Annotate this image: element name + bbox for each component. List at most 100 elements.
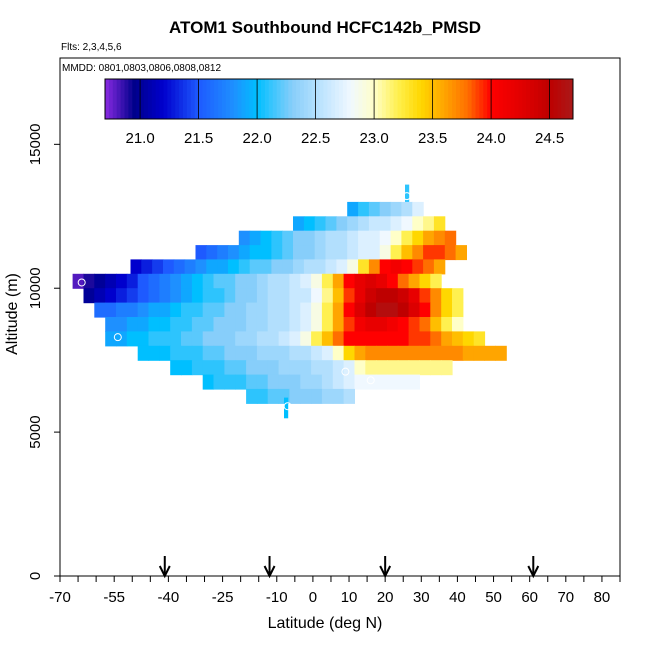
heatmap-cell xyxy=(224,317,236,332)
heatmap-cell xyxy=(126,273,139,289)
heatmap-cell xyxy=(321,345,334,361)
heatmap-cell xyxy=(358,259,370,275)
heatmap-cell xyxy=(354,273,366,289)
heatmap-cell xyxy=(387,288,399,304)
heatmap-cell xyxy=(387,273,399,289)
heatmap-cell xyxy=(336,230,348,246)
heatmap-cell xyxy=(246,331,258,347)
heatmap-cell xyxy=(343,288,355,304)
heatmap-cell xyxy=(278,302,290,318)
x-axis-label: Latitude (deg N) xyxy=(267,615,383,632)
heatmap-cell xyxy=(368,259,381,275)
heatmap-cell xyxy=(249,245,262,261)
heatmap-cell xyxy=(289,302,301,318)
heatmap-cell xyxy=(354,331,366,347)
heatmap-cell xyxy=(419,302,431,318)
heatmap-cell xyxy=(343,302,355,318)
heatmap-cell xyxy=(271,230,283,246)
colorbar: 21.0 21.5 22.0 22.5 23.0 23.5 24.0 24.5 xyxy=(104,78,574,147)
heatmap-cell xyxy=(419,331,431,347)
heatmap-cell xyxy=(376,288,388,304)
heatmap-cell xyxy=(278,360,290,376)
flight-marker xyxy=(366,376,375,385)
heatmap-cell xyxy=(354,345,366,361)
heatmap-cell xyxy=(116,302,128,318)
heatmap-cell xyxy=(430,345,442,361)
heatmap-cell xyxy=(412,259,424,275)
heatmap-cell xyxy=(365,331,377,347)
heatmap-cell xyxy=(278,331,290,347)
heatmap-cell xyxy=(343,388,355,404)
heatmap-cell xyxy=(260,245,272,261)
heatmap-cell xyxy=(325,230,337,246)
heatmap-cell xyxy=(321,273,334,289)
heatmap-cell xyxy=(137,302,150,318)
heatmap-cell xyxy=(191,288,204,304)
heatmap-cell xyxy=(105,273,117,289)
heatmap-cell xyxy=(278,288,290,304)
heatmap-cell xyxy=(314,216,327,232)
y-axis: 0 5000 10000 15000 xyxy=(27,123,60,580)
heatmap-cell xyxy=(347,245,359,261)
heatmap-cell xyxy=(300,374,312,390)
heatmap-cell xyxy=(433,230,446,246)
heatmap-cell xyxy=(390,245,402,261)
heatmap-cell xyxy=(213,345,225,361)
heatmap-cell xyxy=(365,317,377,332)
heatmap-cell xyxy=(397,374,410,390)
heatmap-cell xyxy=(387,360,399,376)
heatmap-cell xyxy=(195,259,207,275)
heatmap-cell xyxy=(321,302,334,318)
heatmap-cell xyxy=(347,201,359,217)
arrow-marker xyxy=(379,556,392,579)
heatmap-cell xyxy=(228,259,240,275)
heatmap-cell xyxy=(325,216,337,232)
heatmap-cell xyxy=(170,288,182,304)
heatmap-cell xyxy=(148,345,160,361)
heatmap-cell xyxy=(173,259,186,275)
heatmap-cell xyxy=(408,273,420,289)
heatmap-cell xyxy=(311,302,323,318)
heatmap-cell xyxy=(332,302,345,318)
heatmap-cell xyxy=(267,317,280,332)
heatmap-cell xyxy=(401,230,413,246)
heatmap-cell xyxy=(83,273,95,289)
heatmap-cell xyxy=(213,374,225,390)
heatmap-cell xyxy=(379,216,392,232)
heatmap-cell xyxy=(303,230,316,246)
heatmap-cell xyxy=(152,259,164,275)
heatmap-cell xyxy=(289,273,301,289)
heatmap-cell xyxy=(441,360,453,376)
heatmap-cell xyxy=(401,216,413,232)
heatmap-cell xyxy=(347,230,359,246)
x-tick-label: -25 xyxy=(212,589,234,606)
heatmap-cell xyxy=(224,302,236,318)
heatmap-cell xyxy=(217,245,229,261)
heatmap-cell xyxy=(235,374,247,390)
heatmap-cell xyxy=(141,259,153,275)
heatmap-cell xyxy=(137,317,150,332)
heatmap-cell xyxy=(126,331,139,347)
heatmap-cell xyxy=(379,259,392,275)
heatmap-cell xyxy=(267,288,280,304)
heatmap-cell xyxy=(343,374,355,390)
heatmap-cell xyxy=(267,302,280,318)
heatmap-cell xyxy=(332,388,345,404)
heatmap-cell xyxy=(390,259,402,275)
flight-marker xyxy=(475,295,484,304)
x-tick-label: 50 xyxy=(485,589,502,606)
heatmap-cell xyxy=(181,360,193,376)
x-tick-label: -10 xyxy=(266,589,288,606)
heatmap-cell xyxy=(278,388,290,404)
heatmap-cell xyxy=(311,288,323,304)
heatmap-cell xyxy=(452,288,464,304)
heatmap-cell xyxy=(289,360,301,376)
heatmap-cell xyxy=(452,331,464,347)
heatmap-cell xyxy=(452,302,464,318)
heatmap-cell xyxy=(303,245,316,261)
heatmap-cell xyxy=(267,345,280,361)
heatmap-cell xyxy=(267,388,280,404)
heatmap-cell xyxy=(376,331,388,347)
heatmap-cell xyxy=(441,288,453,304)
heatmap-cell xyxy=(390,201,402,217)
